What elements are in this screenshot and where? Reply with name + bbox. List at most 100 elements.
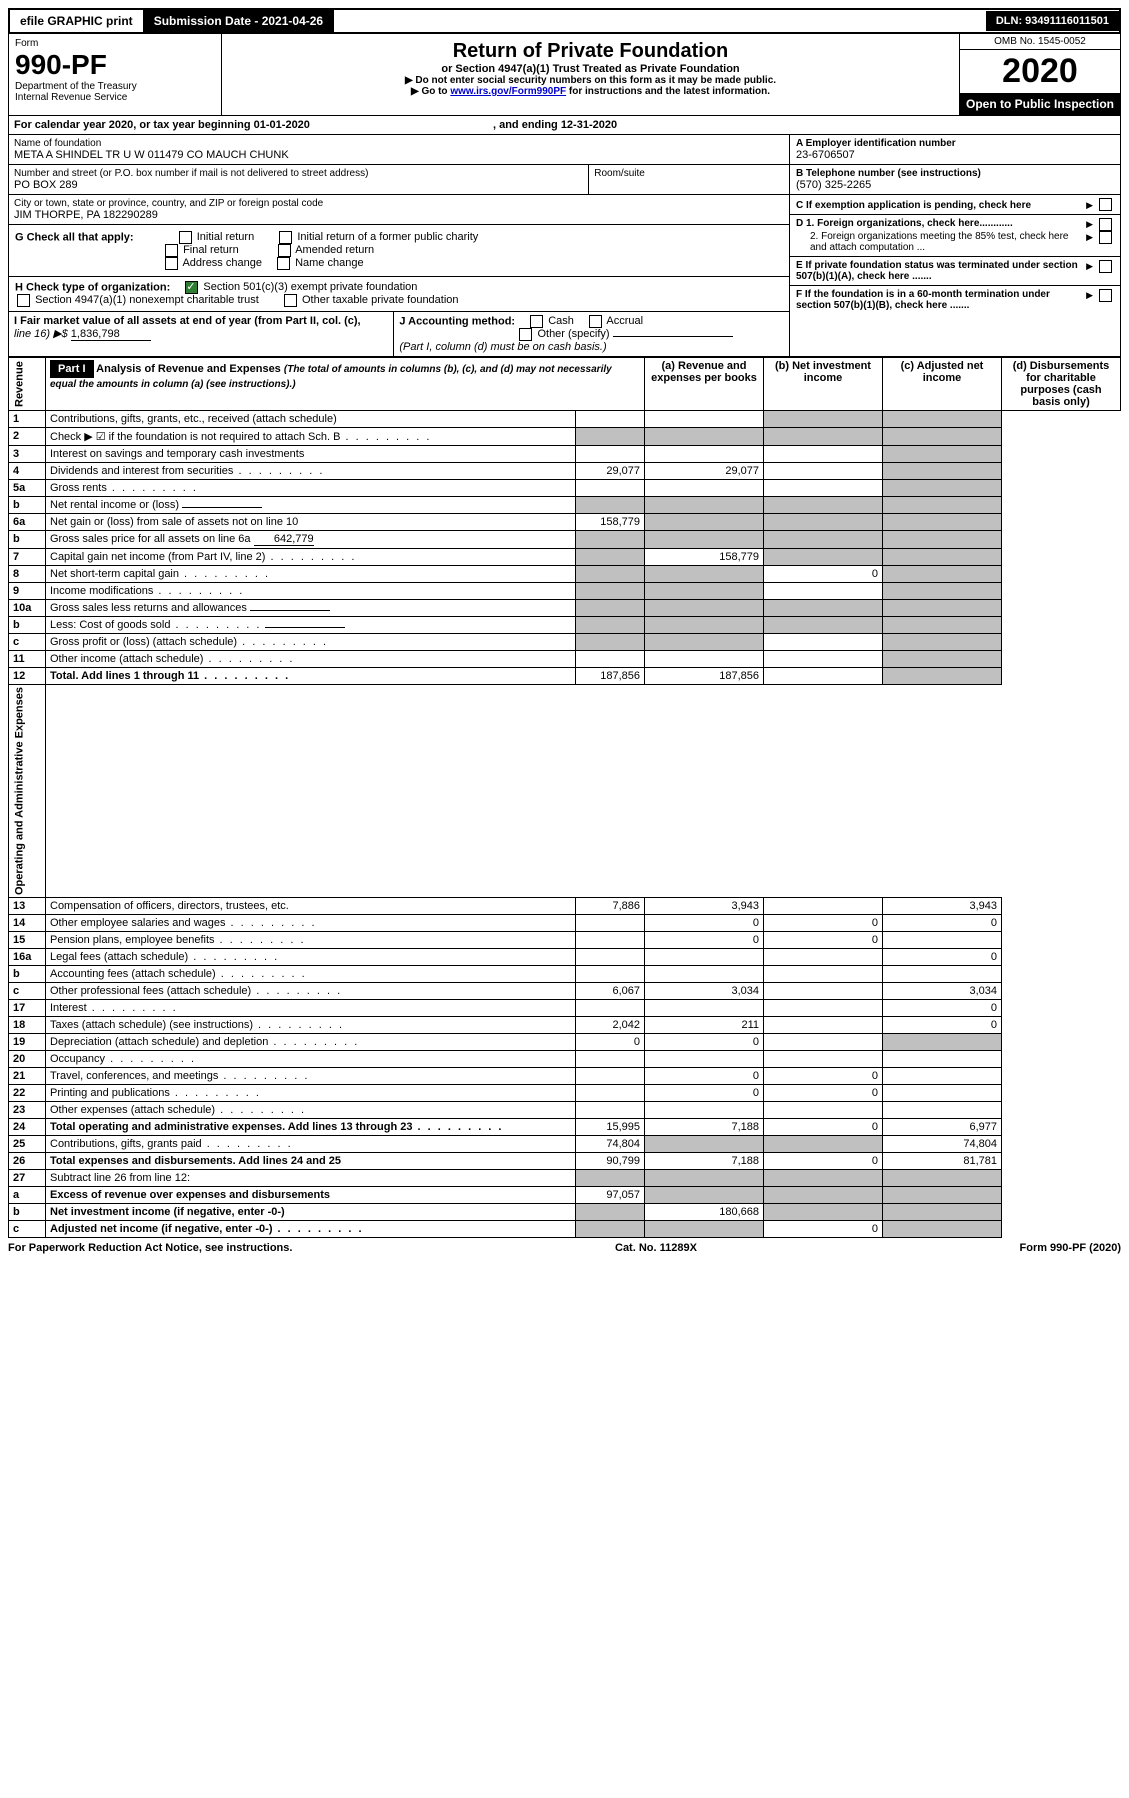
footer-left: For Paperwork Reduction Act Notice, see … (8, 1242, 292, 1254)
footer-mid: Cat. No. 11289X (615, 1242, 697, 1254)
omb-number: OMB No. 1545-0052 (960, 34, 1120, 50)
table-row: 15Pension plans, employee benefits00 (9, 932, 1121, 949)
table-row: 6aNet gain or (loss) from sale of assets… (9, 514, 1121, 531)
arrow-icon (1086, 260, 1093, 282)
checkbox-final-return[interactable] (165, 244, 178, 257)
col-a-header: (a) Revenue and expenses per books (645, 358, 764, 411)
table-row: 24Total operating and administrative exp… (9, 1119, 1121, 1136)
i-value: 1,836,798 (71, 328, 151, 341)
table-row: 18Taxes (attach schedule) (see instructi… (9, 1017, 1121, 1034)
table-row: cOther professional fees (attach schedul… (9, 983, 1121, 1000)
table-row: 14Other employee salaries and wages000 (9, 915, 1121, 932)
note-goto: ▶ Go to www.irs.gov/Form990PF for instru… (228, 86, 953, 97)
table-row: 1Contributions, gifts, grants, etc., rec… (9, 411, 1121, 428)
table-row: aExcess of revenue over expenses and dis… (9, 1187, 1121, 1204)
table-row: 11Other income (attach schedule) (9, 651, 1121, 668)
table-row: 22Printing and publications00 (9, 1085, 1121, 1102)
d2-label: 2. Foreign organizations meeting the 85%… (796, 231, 1086, 253)
table-row: 9Income modifications (9, 583, 1121, 600)
table-row: bGross sales price for all assets on lin… (9, 531, 1121, 549)
table-row: 12Total. Add lines 1 through 11187,85618… (9, 668, 1121, 685)
f-label: F If the foundation is in a 60-month ter… (796, 289, 1086, 311)
e-label: E If private foundation status was termi… (796, 260, 1086, 282)
name-label: Name of foundation (14, 138, 784, 149)
table-row: 26Total expenses and disbursements. Add … (9, 1153, 1121, 1170)
table-row: 17Interest0 (9, 1000, 1121, 1017)
footer-right: Form 990-PF (2020) (1020, 1242, 1121, 1254)
table-row: 4Dividends and interest from securities2… (9, 463, 1121, 480)
dln-label: DLN: 93491116011501 (986, 11, 1119, 31)
table-row: bAccounting fees (attach schedule) (9, 966, 1121, 983)
a-label: A Employer identification number (796, 138, 1114, 149)
address: PO BOX 289 (14, 179, 583, 191)
checkbox-501c3[interactable] (185, 281, 198, 294)
page-footer: For Paperwork Reduction Act Notice, see … (8, 1238, 1121, 1254)
checkbox-d2[interactable] (1099, 231, 1112, 244)
i-line-label: line 16) ▶$ (14, 328, 71, 340)
checkbox-4947a1[interactable] (17, 294, 30, 307)
tax-year: 2020 (960, 50, 1120, 93)
table-row: 2Check ▶ ☑ if the foundation is not requ… (9, 428, 1121, 446)
checkbox-c[interactable] (1099, 198, 1112, 211)
checkbox-cash[interactable] (530, 315, 543, 328)
table-row: 21Travel, conferences, and meetings00 (9, 1068, 1121, 1085)
note-ssn: ▶ Do not enter social security numbers o… (228, 75, 953, 86)
table-row: 20Occupancy (9, 1051, 1121, 1068)
checkbox-accrual[interactable] (589, 315, 602, 328)
j-note: (Part I, column (d) must be on cash basi… (399, 341, 606, 353)
table-row: 13Compensation of officers, directors, t… (9, 898, 1121, 915)
j-label: J Accounting method: (399, 315, 515, 327)
identity-block: Name of foundation META A SHINDEL TR U W… (8, 135, 1121, 357)
table-row: 8Net short-term capital gain0 (9, 566, 1121, 583)
checkbox-d1[interactable] (1099, 218, 1112, 231)
table-row: cAdjusted net income (if negative, enter… (9, 1221, 1121, 1238)
checkbox-initial-public[interactable] (279, 231, 292, 244)
table-row: bLess: Cost of goods sold (9, 617, 1121, 634)
checkbox-address-change[interactable] (165, 257, 178, 270)
table-row: 23Other expenses (attach schedule) (9, 1102, 1121, 1119)
h-label: H Check type of organization: (15, 281, 170, 293)
col-d-header: (d) Disbursements for charitable purpose… (1002, 358, 1121, 411)
checkbox-name-change[interactable] (277, 257, 290, 270)
checkbox-f[interactable] (1099, 289, 1112, 302)
phone: (570) 325-2265 (796, 179, 1114, 191)
checkbox-other-method[interactable] (519, 328, 532, 341)
part1-label: Part I (50, 360, 94, 378)
irs-link[interactable]: www.irs.gov/Form990PF (450, 86, 566, 97)
table-row: 25Contributions, gifts, grants paid74,80… (9, 1136, 1121, 1153)
addr-label: Number and street (or P.O. box number if… (14, 168, 583, 179)
form-header: Form 990-PF Department of the Treasury I… (8, 34, 1121, 116)
top-bar: efile GRAPHIC print Submission Date - 20… (8, 8, 1121, 34)
form-subtitle: or Section 4947(a)(1) Trust Treated as P… (228, 63, 953, 75)
city-label: City or town, state or province, country… (14, 198, 784, 209)
table-row: 16aLegal fees (attach schedule)0 (9, 949, 1121, 966)
arrow-icon (1086, 289, 1093, 311)
form-number: 990-PF (15, 49, 215, 81)
table-row: bNet rental income or (loss) (9, 497, 1121, 514)
table-row: 7Capital gain net income (from Part IV, … (9, 549, 1121, 566)
b-label: B Telephone number (see instructions) (796, 168, 1114, 179)
checkbox-amended-return[interactable] (278, 244, 291, 257)
g-label: G Check all that apply: (15, 231, 134, 243)
table-row: 5aGross rents (9, 480, 1121, 497)
ein: 23-6706507 (796, 149, 1114, 161)
submission-date-label: Submission Date - 2021-04-26 (144, 10, 334, 32)
expenses-side-label: Operating and Administrative Expenses (9, 685, 46, 898)
d1-label: D 1. Foreign organizations, check here..… (796, 218, 1086, 231)
dept-label: Department of the Treasury (15, 81, 215, 92)
col-c-header: (c) Adjusted net income (883, 358, 1002, 411)
checkbox-e[interactable] (1099, 260, 1112, 273)
irs-label: Internal Revenue Service (15, 92, 215, 103)
i-label: I Fair market value of all assets at end… (14, 315, 361, 327)
arrow-icon (1086, 199, 1093, 211)
calendar-year-row: For calendar year 2020, or tax year begi… (8, 116, 1121, 135)
checkbox-initial-return[interactable] (179, 231, 192, 244)
inspection-label: Open to Public Inspection (960, 93, 1120, 115)
room-label: Room/suite (594, 168, 784, 179)
form-title: Return of Private Foundation (228, 40, 953, 63)
part1-table: Revenue Part I Analysis of Revenue and E… (8, 357, 1121, 1238)
checkbox-other-taxable[interactable] (284, 294, 297, 307)
table-row: cGross profit or (loss) (attach schedule… (9, 634, 1121, 651)
efile-print-button[interactable]: efile GRAPHIC print (10, 10, 144, 32)
form-word: Form (15, 38, 215, 49)
